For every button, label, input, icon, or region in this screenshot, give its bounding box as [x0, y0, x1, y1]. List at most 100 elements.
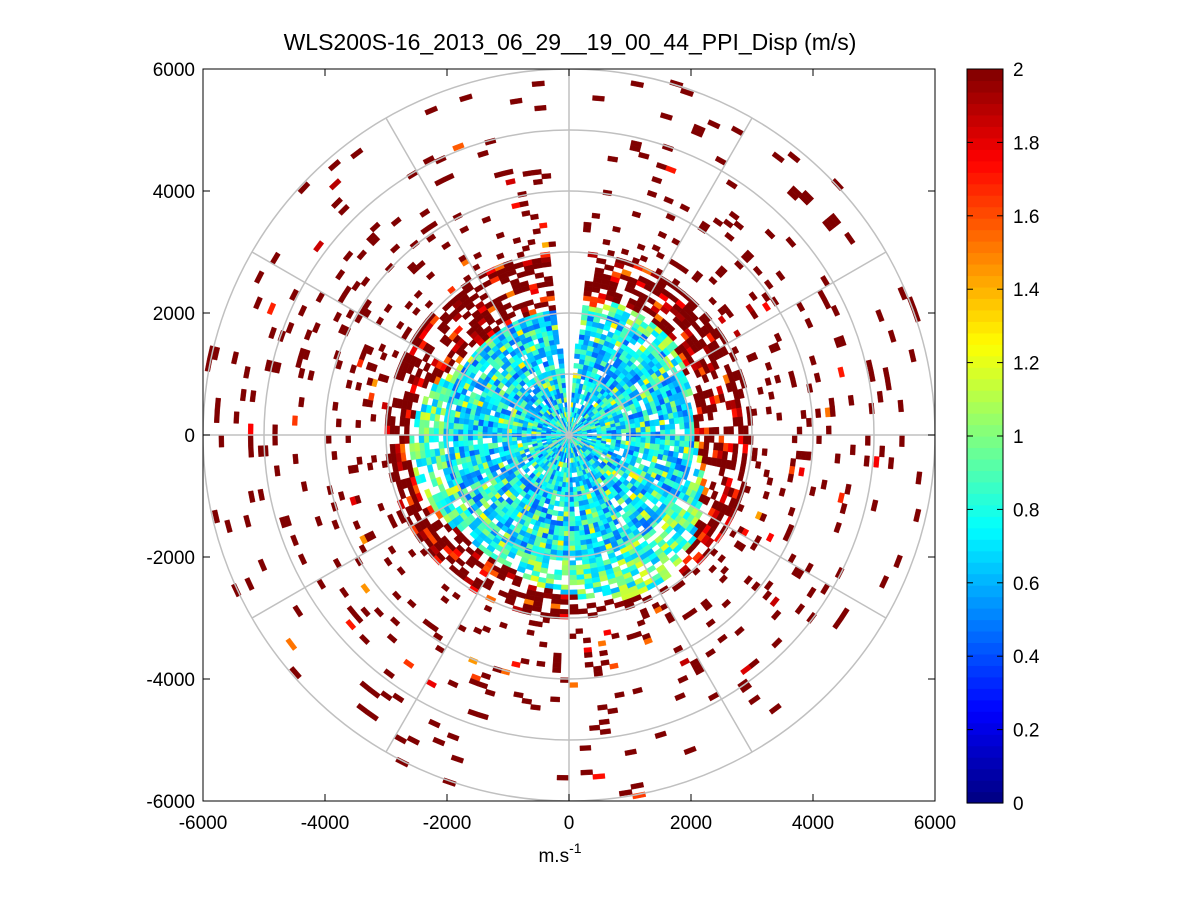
- ppi-cell: [335, 418, 342, 428]
- ppi-cell: [383, 556, 393, 567]
- colorbar-swatch: [967, 436, 1003, 449]
- ppi-cell: [640, 437, 647, 444]
- ppi-cell: [561, 565, 570, 571]
- ppi-cell: [554, 368, 561, 375]
- ppi-cell: [443, 172, 455, 182]
- ppi-cell: [790, 378, 798, 388]
- colorbar: 0 0.2 0.4 0.6 0.8 1 1.2 1.4 1.6 1.8 2: [966, 60, 1040, 815]
- colorbar-swatch: [967, 676, 1003, 689]
- ppi-cell: [614, 446, 621, 452]
- ppi-cell: [473, 251, 483, 260]
- colorbar-tick-label: 1.6: [1013, 207, 1039, 228]
- colorbar-swatch: [967, 80, 1003, 93]
- ppi-cell: [477, 437, 484, 445]
- ppi-cell: [247, 434, 254, 447]
- colorbar-swatch: [967, 630, 1003, 644]
- ppi-cell: [365, 361, 374, 371]
- ppi-cell: [713, 442, 720, 451]
- ppi-cell: [579, 534, 586, 541]
- colorbar-swatch: [967, 206, 1003, 219]
- ppi-cell: [787, 473, 794, 483]
- colorbar-swatch: [967, 745, 1003, 758]
- ppi-cell: [568, 550, 576, 556]
- ppi-cell: [626, 633, 636, 641]
- ppi-cell: [563, 526, 570, 532]
- ppi-cell: [794, 603, 806, 615]
- ppi-cell: [346, 605, 358, 617]
- colorbar-swatch: [967, 367, 1003, 380]
- ppi-cell: [574, 520, 582, 527]
- ppi-cell: [764, 377, 772, 386]
- ppi-cell: [733, 220, 745, 231]
- ppi-cell: [482, 425, 488, 433]
- ppi-cell: [798, 467, 805, 477]
- ppi-cell: [472, 626, 483, 635]
- grid-spoke: [385, 117, 570, 436]
- ppi-cell: [725, 309, 735, 319]
- ppi-cell: [573, 530, 580, 537]
- ppi-cell: [577, 608, 588, 615]
- colorbar-swatch: [967, 608, 1003, 621]
- ppi-cell: [603, 629, 612, 636]
- ppi-cell: [404, 426, 410, 436]
- ppi-cell: [614, 691, 625, 699]
- ppi-cell: [768, 391, 775, 400]
- ppi-cell: [707, 412, 714, 421]
- ppi-cell: [576, 377, 582, 384]
- ppi-cell: [776, 412, 783, 421]
- ppi-cell: [805, 451, 812, 461]
- ppi-cell: [607, 249, 615, 257]
- ppi-cell: [728, 210, 740, 221]
- ppi-cell: [327, 159, 342, 172]
- ppi-cell: [708, 427, 715, 436]
- ppi-cell: [433, 434, 439, 443]
- ppi-cell: [387, 513, 395, 523]
- ppi-cell: [751, 454, 758, 462]
- ppi-cell: [773, 374, 782, 384]
- ppi-cell: [391, 349, 400, 359]
- ppi-cell: [785, 236, 797, 248]
- ppi-cell: [684, 440, 690, 448]
- ppi-cell: [692, 123, 706, 134]
- ppi-cell: [778, 487, 786, 497]
- ppi-cell: [699, 427, 705, 436]
- ppi-cell: [350, 147, 364, 160]
- ppi-cell: [572, 486, 578, 493]
- ppi-cell: [553, 574, 562, 581]
- ppi-cell: [668, 418, 675, 425]
- ppi-cell: [708, 296, 718, 306]
- ppi-cell: [568, 516, 576, 522]
- colorbar-swatch: [967, 734, 1003, 747]
- ppi-cell: [253, 296, 263, 310]
- ppi-cell: [558, 530, 565, 537]
- ppi-cell: [424, 299, 434, 309]
- ppi-cell: [562, 392, 567, 398]
- ppi-cell: [556, 515, 564, 522]
- ppi-cell: [602, 238, 611, 246]
- colorbar-swatch: [967, 413, 1003, 426]
- ppi-cell: [787, 151, 801, 164]
- ppi-cell: [381, 401, 388, 410]
- ppi-cell: [423, 427, 430, 436]
- ppi-cell: [630, 80, 645, 88]
- colorbar-swatch: [967, 585, 1003, 598]
- ppi-cell: [574, 515, 582, 522]
- ppi-cell: [708, 276, 718, 286]
- ppi-cell: [391, 590, 402, 601]
- grid-spoke: [385, 434, 570, 753]
- ppi-cell: [423, 419, 430, 428]
- ppi-cell: [535, 435, 542, 439]
- ppi-cell: [568, 560, 577, 566]
- ppi-cell: [828, 397, 835, 408]
- ppi-cell: [502, 302, 513, 311]
- ppi-cell: [669, 440, 676, 447]
- ppi-cell: [737, 503, 745, 513]
- ppi-cell: [673, 417, 680, 425]
- ppi-cell: [426, 233, 437, 243]
- ppi-cell: [665, 165, 677, 174]
- ppi-cell: [543, 275, 554, 283]
- ppi-cell: [539, 567, 549, 574]
- ppi-cell: [297, 304, 308, 317]
- ppi-cell: [448, 434, 454, 442]
